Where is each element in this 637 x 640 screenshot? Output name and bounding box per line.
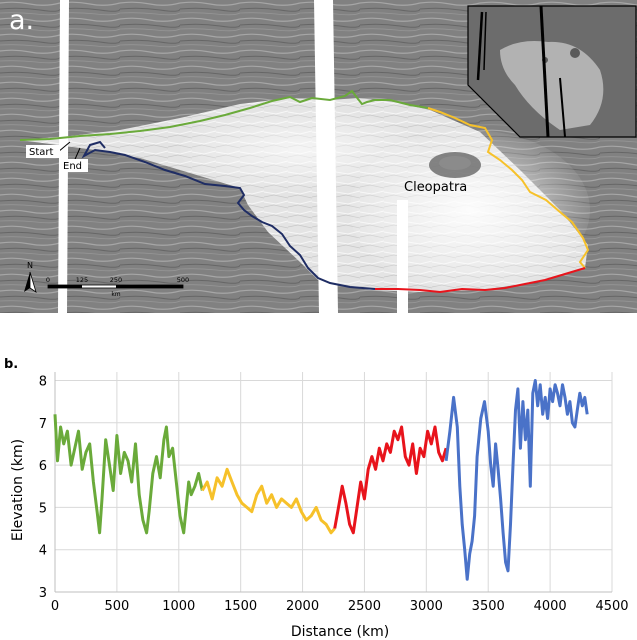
- end-label: End: [63, 161, 82, 172]
- scale-tick-500: 500: [177, 276, 189, 284]
- y-tick-label: 8: [39, 374, 47, 389]
- y-tick-label: 3: [39, 586, 47, 601]
- x-axis-label: Distance (km): [291, 624, 389, 640]
- series-line-red: [333, 425, 448, 535]
- trace-green: [19, 89, 429, 141]
- y-tick-label: 6: [39, 459, 47, 474]
- scale-unit: km: [111, 291, 120, 298]
- series-line-yellow: [201, 467, 336, 535]
- north-label: N: [27, 261, 33, 270]
- x-tick-label: 4000: [534, 599, 567, 614]
- cleopatra-label: Cleopatra: [404, 180, 467, 195]
- x-tick-label: 1000: [162, 599, 195, 614]
- start-label: Start: [29, 147, 54, 158]
- x-tick-label: 3000: [410, 599, 443, 614]
- y-tick-label: 4: [39, 544, 47, 559]
- data-gap-strip: [397, 200, 408, 313]
- panel-a-label: a.: [9, 5, 34, 36]
- data-gap-strip: [314, 0, 338, 313]
- data-gap-strip: [58, 0, 69, 313]
- x-tick-label: 500: [104, 599, 129, 614]
- x-tick-label: 4500: [595, 599, 628, 614]
- trace-navy: [81, 140, 376, 290]
- y-axis-label: Elevation (km): [10, 439, 26, 541]
- panel-b-label: b.: [4, 357, 18, 372]
- radar-map-panel: Start End a. Cleopatra N 0 125 250 500 k…: [0, 0, 637, 313]
- series-line-green: [53, 414, 204, 535]
- scale-bar: [47, 284, 184, 289]
- x-tick-label: 3500: [472, 599, 505, 614]
- x-tick-label: 2500: [348, 599, 381, 614]
- inset-map: [467, 5, 637, 138]
- scale-tick-250: 250: [110, 276, 122, 284]
- elevation-profile-chart: b. 0 500 1000 1500 2000 2500 3000 3500 4000 4500 3…: [4, 357, 629, 640]
- scale-tick-0: 0: [46, 276, 50, 284]
- north-arrow-icon: [24, 271, 37, 293]
- x-tick-label: 2000: [286, 599, 319, 614]
- scale-tick-125: 125: [76, 276, 88, 284]
- x-tick-label: 0: [51, 599, 59, 614]
- trace-red: [375, 267, 586, 294]
- trace-yellow: [427, 107, 590, 269]
- y-tick-label: 5: [39, 501, 47, 516]
- y-tick-label: 7: [39, 417, 47, 432]
- x-tick-label: 1500: [224, 599, 257, 614]
- series-line-blue: [444, 379, 589, 581]
